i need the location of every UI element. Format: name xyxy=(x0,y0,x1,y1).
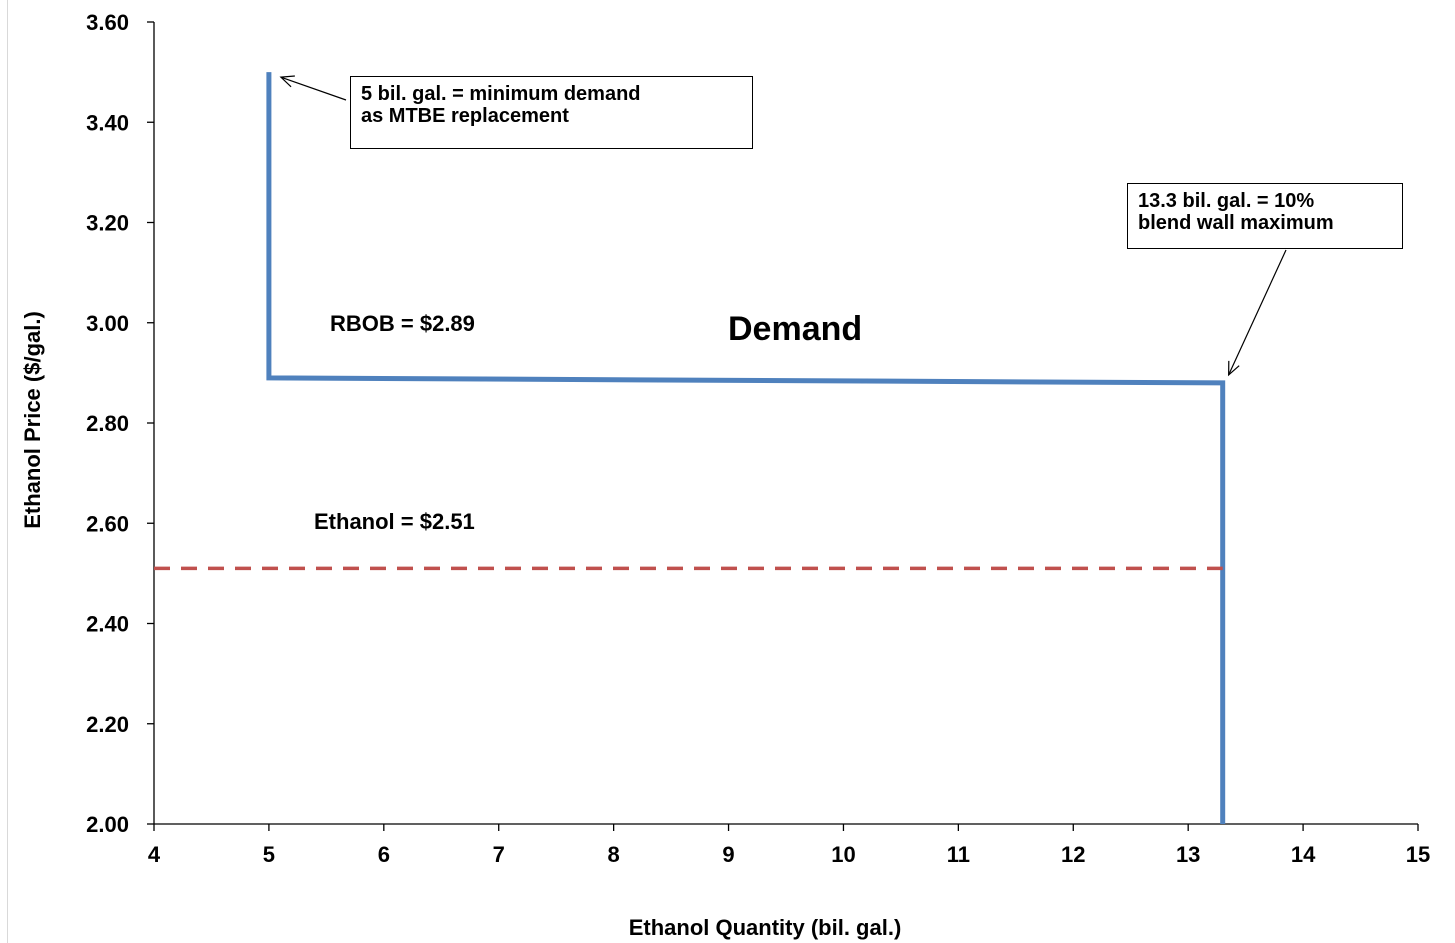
x-tick-label: 11 xyxy=(947,842,970,867)
y-tick-label: 2.80 xyxy=(86,411,129,436)
y-tick-label: 3.60 xyxy=(86,10,129,35)
x-axis-title: Ethanol Quantity (bil. gal.) xyxy=(629,915,902,940)
arrow-blend-wall xyxy=(1228,249,1287,376)
x-tick-label: 15 xyxy=(1406,842,1430,867)
blend-wall-note-line-1: 13.3 bil. gal. = 10% xyxy=(1138,190,1315,212)
y-tick-label: 2.00 xyxy=(86,812,129,837)
axes: 2.00 2.20 2.40 2.60 2.80 3.00 3.20 3.40 3.60 4 5 6… xyxy=(86,10,1430,867)
chart-border xyxy=(7,0,8,943)
arrow-blend-wall-head xyxy=(1228,360,1240,377)
x-tick-label: 4 xyxy=(148,842,161,867)
arrow-min-demand-head xyxy=(279,75,295,88)
demand-label: Demand xyxy=(728,310,862,348)
x-tick-label: 12 xyxy=(1061,842,1085,867)
min-demand-note-line-1: 5 bil. gal. = minimum demand xyxy=(361,83,641,105)
x-tick-label: 6 xyxy=(378,842,390,867)
min-demand-note: 5 bil. gal. = minimum demand as MTBE rep… xyxy=(350,76,753,149)
x-tick-label: 10 xyxy=(831,842,855,867)
x-tick-label: 5 xyxy=(263,842,275,867)
annotation-arrows xyxy=(279,75,1287,377)
x-tick-label: 7 xyxy=(493,842,505,867)
ethanol-price-label: Ethanol = $2.51 xyxy=(314,509,475,534)
x-tick-label: 8 xyxy=(608,842,620,867)
series-layer xyxy=(154,72,1226,824)
y-tick-label: 2.20 xyxy=(86,712,129,737)
x-tick-label: 13 xyxy=(1176,842,1200,867)
x-tick-label: 9 xyxy=(722,842,734,867)
y-tick-label: 2.60 xyxy=(86,511,129,536)
rbob-label: RBOB = $2.89 xyxy=(330,311,475,336)
y-tick-label: 3.00 xyxy=(86,311,129,336)
blend-wall-note: 13.3 bil. gal. = 10% blend wall maximum xyxy=(1127,183,1403,249)
y-ticks: 2.00 2.20 2.40 2.60 2.80 3.00 3.20 3.40 3.60 xyxy=(86,10,154,837)
arrow-min-demand xyxy=(280,76,347,101)
y-axis-title: Ethanol Price ($/gal.) xyxy=(20,311,45,529)
x-ticks: 4 5 6 7 8 9 10 11 12 13 14 15 xyxy=(148,824,1430,867)
y-tick-label: 3.40 xyxy=(86,110,129,135)
y-tick-label: 2.40 xyxy=(86,612,129,637)
x-tick-label: 14 xyxy=(1291,842,1316,867)
y-tick-label: 3.20 xyxy=(86,211,129,236)
blend-wall-note-line-2: blend wall maximum xyxy=(1138,212,1334,234)
demand-curve xyxy=(266,72,1226,824)
min-demand-note-line-2: as MTBE replacement xyxy=(361,105,569,127)
